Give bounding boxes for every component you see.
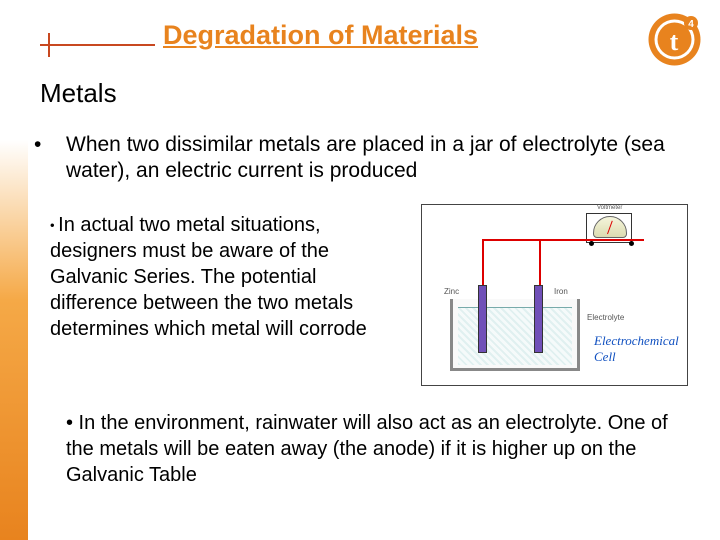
voltmeter-needle-icon: [607, 221, 613, 234]
wire-right-end: [630, 239, 644, 241]
cathode-label: Iron: [554, 287, 568, 296]
bullet-2-text: In actual two metal situations, designer…: [50, 214, 367, 340]
logo: t 4: [647, 12, 702, 67]
electrode-iron: [534, 285, 543, 353]
subtitle: Metals: [40, 78, 117, 109]
slide: Degradation of Materials t 4 Metals When…: [0, 0, 720, 540]
electrode-zinc: [478, 285, 487, 353]
wire-right-down: [539, 239, 541, 285]
voltmeter-dial: [593, 216, 627, 238]
wire-left-down: [482, 253, 484, 285]
title-cross-mark: [48, 33, 50, 57]
voltmeter-label: Voltmeter: [597, 205, 622, 211]
slide-title: Degradation of Materials: [163, 20, 478, 51]
wire-left: [482, 239, 589, 255]
bullet-1: When two dissimilar metals are placed in…: [52, 132, 680, 185]
electrolyte-fill: [458, 307, 572, 365]
electrochemical-cell-diagram: Voltmeter Zinc Iron Electrolyte Electroc…: [421, 204, 688, 386]
bullet-1-text: When two dissimilar metals are placed in…: [66, 132, 680, 185]
terminal-left-icon: [589, 241, 594, 246]
title-accent-line: [40, 44, 155, 46]
logo-letter: t: [670, 27, 679, 56]
terminal-right-icon: [629, 241, 634, 246]
cell-label: ElectrochemicalCell: [594, 333, 679, 365]
bullet-2: • In actual two metal situations, design…: [50, 212, 380, 342]
bullet-3: • In the environment, rainwater will als…: [66, 410, 675, 488]
anode-label: Zinc: [444, 287, 459, 296]
electrolyte-label: Electrolyte: [587, 313, 624, 322]
side-decoration: [0, 140, 28, 540]
bullet-dot-icon: •: [50, 217, 58, 232]
wire-right-across: [539, 239, 617, 241]
logo-superscript: 4: [688, 19, 694, 30]
